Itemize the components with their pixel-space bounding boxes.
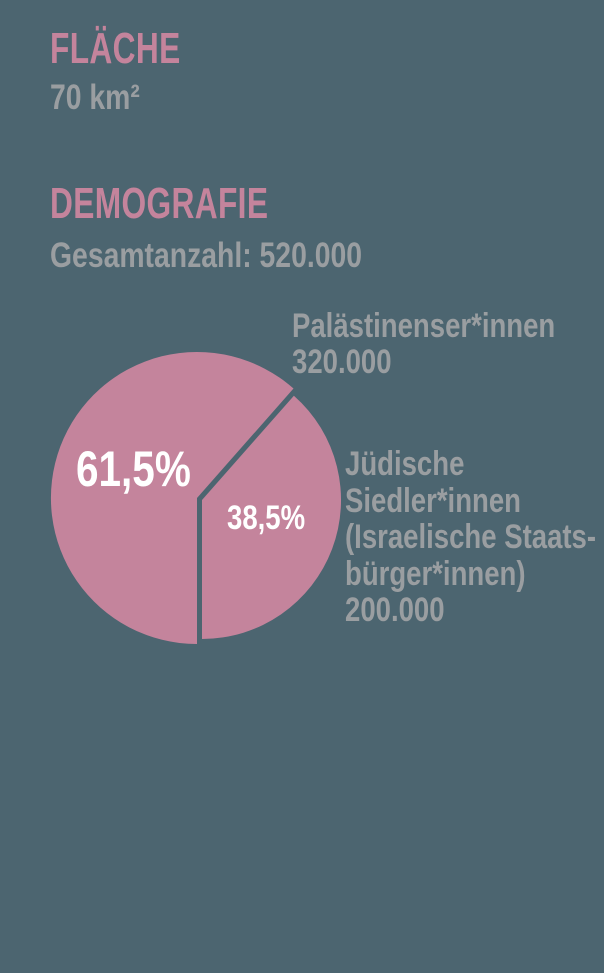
- demografie-section-title: DEMOGRAFIE: [50, 179, 269, 228]
- pie-label-settlers-value: 200.000: [345, 591, 445, 629]
- percent-label-settlers: 38,5%: [227, 499, 306, 537]
- pie-label-settlers-line3: (Israelische Staats-: [345, 518, 597, 556]
- flaeche-section-title: FLÄCHE: [50, 24, 181, 73]
- pie-label-settlers-line2: Siedler*innen: [345, 481, 521, 520]
- pie-slice-settlers: [202, 395, 342, 639]
- percent-label-palestinians: 61,5%: [76, 441, 191, 497]
- pie-label-settlers-line1: Jüdische: [345, 445, 465, 483]
- demografie-pie-chart: [50, 352, 342, 644]
- pie-label-settlers-line4: bürger*innen): [345, 554, 526, 593]
- pie-label-settlers: Jüdische Siedler*innen (Israelische Staa…: [345, 446, 596, 629]
- pie-label-palestinians: Palästinenser*innen 320.000: [292, 308, 555, 380]
- flaeche-value: 70 km²: [50, 78, 140, 117]
- demografie-total: Gesamtanzahl: 520.000: [50, 236, 363, 275]
- pie-slice-palestinians: [50, 352, 294, 644]
- pie-label-palestinians-value: 320.000: [292, 343, 392, 381]
- pie-label-palestinians-name: Palästinenser*innen: [292, 307, 556, 345]
